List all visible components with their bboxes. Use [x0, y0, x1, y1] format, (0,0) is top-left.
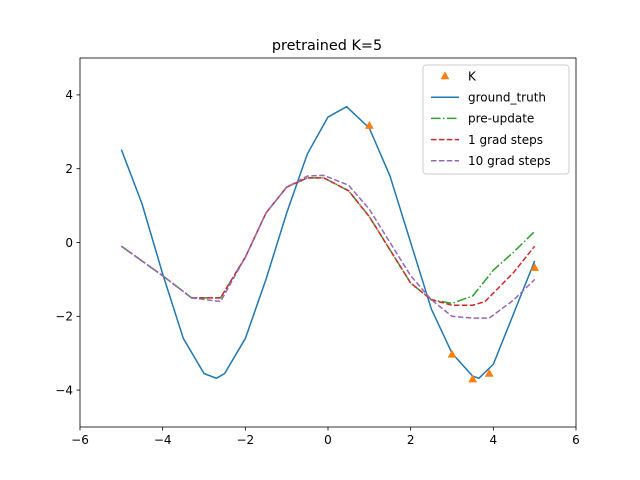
series-line-pre-update [120, 177, 536, 305]
k-point-marker [468, 374, 478, 383]
y-tick-label: 2 [65, 162, 73, 176]
k-point-marker [530, 262, 540, 271]
x-tick-label: −6 [71, 433, 89, 447]
legend-marker-k [440, 71, 450, 80]
series-group [120, 105, 540, 383]
axes: −6 −4 −2 0 2 4 6 −4 −2 0 2 4 [55, 57, 580, 447]
k-point-marker [364, 120, 374, 129]
x-tick-label: 4 [490, 433, 498, 447]
legend-label: ground_truth [468, 91, 546, 105]
k-point-marker [447, 349, 457, 358]
legend-label: pre-update [468, 112, 534, 126]
y-tick-label: 4 [65, 88, 73, 102]
legend-label: K [468, 69, 477, 83]
x-tick-label: −2 [236, 433, 254, 447]
y-tick-label: 0 [65, 236, 73, 250]
x-tick-label: 6 [572, 433, 580, 447]
plot-area [120, 105, 540, 383]
series-line-ground-truth [120, 105, 536, 380]
series-line-1-grad-steps [120, 177, 536, 306]
x-tick-label: 0 [324, 433, 332, 447]
chart-title: pretrained K=5 [272, 38, 382, 54]
legend-label: 10 grad steps [468, 154, 551, 168]
legend-label: 1 grad steps [468, 133, 543, 147]
k-point-marker [484, 368, 494, 377]
x-tick-label: −4 [154, 433, 172, 447]
y-tick-label: −2 [55, 310, 73, 324]
legend-box [422, 64, 570, 175]
x-tick-label: 2 [407, 433, 415, 447]
y-tick-label: −4 [55, 383, 73, 397]
